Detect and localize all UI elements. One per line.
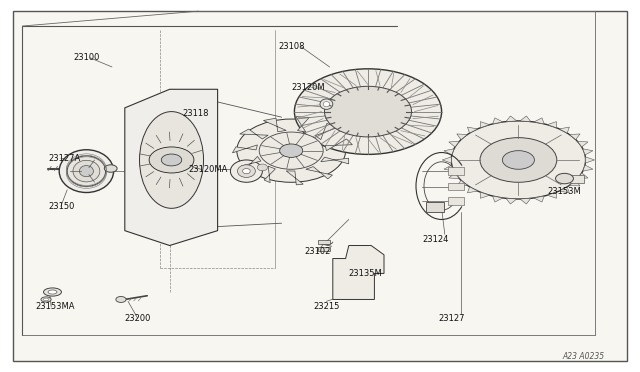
Bar xyxy=(448,167,464,175)
Text: 23120MA: 23120MA xyxy=(189,165,228,174)
Bar xyxy=(318,240,330,244)
Polygon shape xyxy=(467,187,477,193)
Ellipse shape xyxy=(79,166,93,177)
Ellipse shape xyxy=(237,165,255,177)
Circle shape xyxy=(294,69,442,154)
Polygon shape xyxy=(577,141,588,147)
Circle shape xyxy=(237,119,346,182)
Circle shape xyxy=(556,173,573,184)
Polygon shape xyxy=(534,196,544,202)
Polygon shape xyxy=(333,246,384,299)
Circle shape xyxy=(480,138,557,182)
Text: 23108: 23108 xyxy=(278,42,305,51)
Polygon shape xyxy=(316,124,338,140)
Polygon shape xyxy=(506,198,516,204)
Bar xyxy=(570,175,584,183)
Polygon shape xyxy=(520,198,531,204)
Polygon shape xyxy=(583,165,593,171)
Ellipse shape xyxy=(140,112,204,208)
Polygon shape xyxy=(547,122,557,128)
Circle shape xyxy=(116,296,126,302)
Ellipse shape xyxy=(323,102,330,107)
Ellipse shape xyxy=(44,298,49,301)
Polygon shape xyxy=(493,196,503,202)
Polygon shape xyxy=(444,165,454,171)
Ellipse shape xyxy=(73,160,100,182)
Polygon shape xyxy=(493,118,503,124)
Circle shape xyxy=(104,165,117,172)
Text: 23150: 23150 xyxy=(48,202,74,211)
Polygon shape xyxy=(506,116,516,122)
Text: 23118: 23118 xyxy=(182,109,209,118)
Polygon shape xyxy=(286,171,303,185)
Text: 23100: 23100 xyxy=(74,53,100,62)
Ellipse shape xyxy=(230,160,262,182)
Polygon shape xyxy=(534,118,544,124)
Polygon shape xyxy=(240,129,268,139)
Text: 23120M: 23120M xyxy=(291,83,325,92)
Bar xyxy=(318,247,330,251)
Polygon shape xyxy=(577,173,588,179)
Text: 23127A: 23127A xyxy=(48,154,80,163)
Bar xyxy=(426,202,444,212)
Polygon shape xyxy=(570,180,580,186)
Ellipse shape xyxy=(48,290,57,294)
Ellipse shape xyxy=(67,156,106,186)
Bar xyxy=(448,183,464,190)
Polygon shape xyxy=(442,157,451,163)
Polygon shape xyxy=(125,89,218,246)
Polygon shape xyxy=(547,192,557,198)
Text: 23124: 23124 xyxy=(422,235,449,244)
Text: 23153MA: 23153MA xyxy=(35,302,75,311)
Circle shape xyxy=(149,147,194,173)
Polygon shape xyxy=(570,134,580,140)
Ellipse shape xyxy=(41,297,51,302)
Polygon shape xyxy=(321,157,349,164)
Polygon shape xyxy=(325,139,353,151)
Polygon shape xyxy=(520,116,531,122)
Polygon shape xyxy=(586,157,595,163)
Polygon shape xyxy=(480,192,490,198)
Polygon shape xyxy=(449,141,460,147)
Circle shape xyxy=(161,154,182,166)
Polygon shape xyxy=(264,166,275,183)
Circle shape xyxy=(280,144,303,157)
Polygon shape xyxy=(480,122,490,128)
Polygon shape xyxy=(232,145,257,153)
Polygon shape xyxy=(559,187,570,193)
Polygon shape xyxy=(264,118,286,132)
Text: 23135M: 23135M xyxy=(349,269,383,278)
Ellipse shape xyxy=(253,161,271,173)
Ellipse shape xyxy=(44,288,61,296)
Text: A23 A0235: A23 A0235 xyxy=(563,352,605,361)
Text: 23215: 23215 xyxy=(314,302,340,311)
Bar xyxy=(448,197,464,205)
Circle shape xyxy=(502,151,534,169)
Ellipse shape xyxy=(243,169,250,174)
Text: 23200: 23200 xyxy=(125,314,151,323)
Ellipse shape xyxy=(257,164,268,171)
Ellipse shape xyxy=(60,150,114,193)
Polygon shape xyxy=(296,116,309,132)
Polygon shape xyxy=(444,149,454,155)
Text: 23102: 23102 xyxy=(304,247,330,256)
Polygon shape xyxy=(242,156,261,171)
Text: 23153M: 23153M xyxy=(547,187,581,196)
Polygon shape xyxy=(306,167,333,179)
Polygon shape xyxy=(467,127,477,133)
Polygon shape xyxy=(457,134,467,140)
Polygon shape xyxy=(457,180,467,186)
Polygon shape xyxy=(559,127,570,133)
Circle shape xyxy=(451,121,586,199)
Circle shape xyxy=(259,132,323,169)
Ellipse shape xyxy=(320,99,333,109)
Polygon shape xyxy=(449,173,460,179)
Circle shape xyxy=(324,86,412,137)
Text: 23127: 23127 xyxy=(438,314,465,323)
Polygon shape xyxy=(583,149,593,155)
